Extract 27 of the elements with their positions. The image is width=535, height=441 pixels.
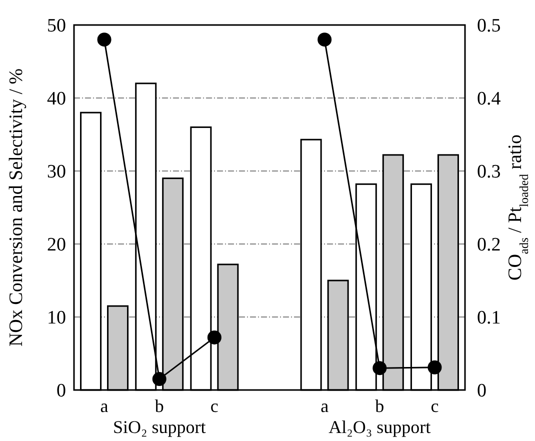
x-tick-label: b — [375, 396, 384, 416]
text: SiO₂ support — [112, 417, 206, 437]
y-tick-label: 50 — [47, 16, 66, 37]
x-tick-label: a — [320, 396, 329, 416]
x-tick-label: c — [430, 396, 439, 416]
y-axis-title: NOx Conversion and Selectivity / % — [6, 68, 27, 347]
y2-tick-label: 0.2 — [477, 234, 501, 256]
point — [372, 361, 387, 376]
text: Al₂O₃ support — [328, 417, 431, 437]
point — [152, 372, 166, 386]
y-tick-label: 30 — [47, 162, 66, 183]
y-tick-label: 40 — [47, 88, 66, 110]
y2-tick-label: 0.4 — [477, 88, 502, 110]
y2-tick-label: 0 — [477, 380, 486, 402]
x-tick-label: c — [210, 396, 218, 416]
x-tick-label: b — [154, 396, 164, 416]
y2-tick-label: 0.3 — [477, 162, 501, 183]
point — [428, 360, 442, 374]
y2-tick-label: 0.1 — [477, 308, 501, 329]
x-tick-label: a — [100, 396, 108, 416]
y-tick-label: 20 — [47, 234, 66, 256]
y-tick-label: 10 — [47, 308, 66, 329]
y2-tick-label: 0.5 — [477, 16, 501, 37]
y-tick-label: 0 — [56, 380, 66, 402]
point — [207, 330, 222, 344]
point — [97, 32, 112, 47]
point — [318, 32, 332, 47]
